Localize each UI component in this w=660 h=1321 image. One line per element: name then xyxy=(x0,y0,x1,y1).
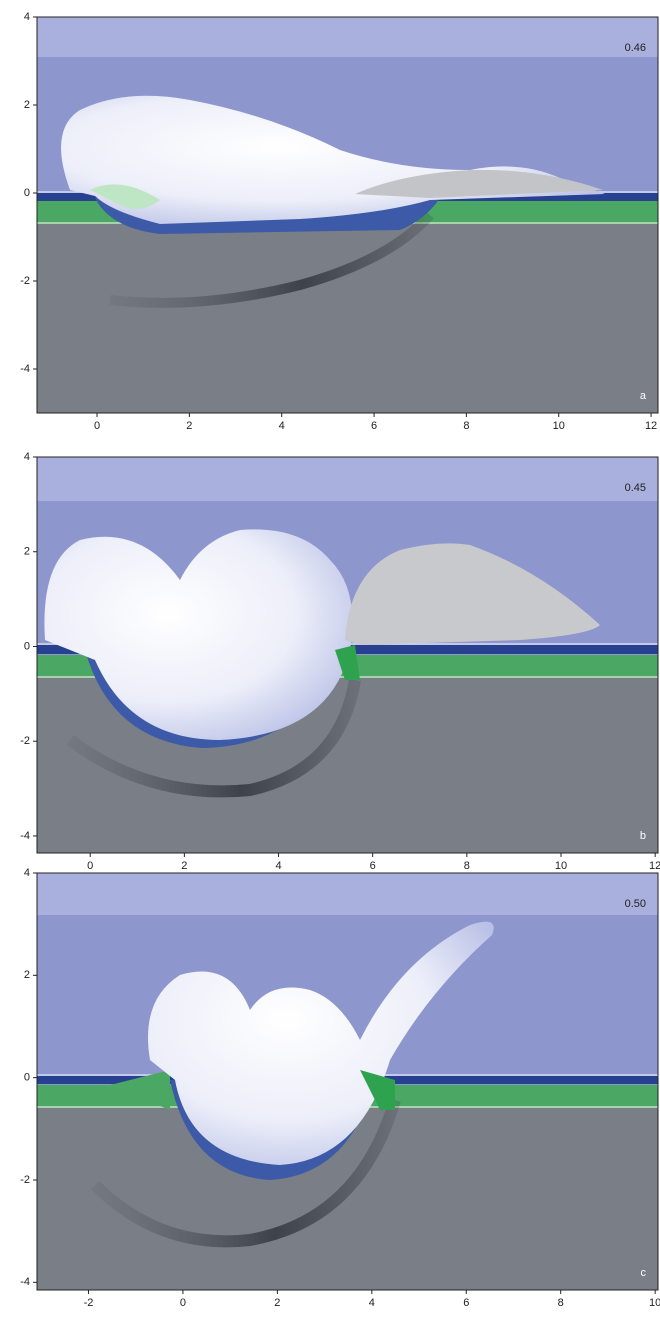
x-tick-label: 12 xyxy=(649,860,660,872)
y-tick-label: 2 xyxy=(24,99,30,111)
x-tick-label: 6 xyxy=(463,1297,469,1309)
x-tick-label: 8 xyxy=(464,860,470,872)
scene-b xyxy=(37,457,658,853)
x-tick-label: -2 xyxy=(84,1297,94,1309)
time-label: 0.46 xyxy=(625,42,646,54)
x-tick-label: 4 xyxy=(369,1297,375,1309)
panel-label: b xyxy=(640,830,646,842)
x-tick-label: 0 xyxy=(87,860,93,872)
y-tick-label: -2 xyxy=(20,735,30,747)
y-tick-label: 4 xyxy=(24,451,30,463)
x-tick-label: 0 xyxy=(94,420,100,432)
x-tick-label: 6 xyxy=(371,420,377,432)
x-tick-label: 6 xyxy=(370,860,376,872)
panel-label: a xyxy=(640,390,647,402)
y-tick-label: 2 xyxy=(24,546,30,558)
y-tick-label: -4 xyxy=(20,1276,30,1288)
x-tick-label: 8 xyxy=(463,420,469,432)
x-tick-label: 4 xyxy=(279,420,285,432)
x-tick-label: 10 xyxy=(553,420,565,432)
y-tick-label: 2 xyxy=(24,969,30,981)
x-tick-label: 10 xyxy=(649,1297,660,1309)
time-label: 0.45 xyxy=(625,482,646,494)
y-tick-label: -4 xyxy=(20,830,30,842)
x-tick-label: 4 xyxy=(275,860,281,872)
y-tick-label: -2 xyxy=(20,275,30,287)
y-tick-label: 4 xyxy=(24,867,30,879)
x-tick-label: 10 xyxy=(555,860,567,872)
y-tick-label: 0 xyxy=(24,187,30,199)
y-tick-label: 0 xyxy=(24,640,30,652)
x-tick-label: 0 xyxy=(180,1297,186,1309)
time-label: 0.50 xyxy=(625,898,646,910)
panel-label: c xyxy=(641,1267,647,1279)
scene-a xyxy=(37,17,658,413)
y-tick-label: 4 xyxy=(24,11,30,23)
x-tick-label: 2 xyxy=(181,860,187,872)
x-tick-label: 2 xyxy=(186,420,192,432)
y-tick-label: 0 xyxy=(24,1072,30,1084)
x-tick-label: 12 xyxy=(645,420,657,432)
figure: 0 2 4 6 8 10 12 -4 -2 0 2 4 0.46 a 0 2 4 6 8 10 12 -4 -2 0 2 4 0.4… xyxy=(0,0,660,1321)
y-tick-label: -2 xyxy=(20,1174,30,1186)
y-tick-label: -4 xyxy=(20,363,30,375)
x-tick-label: 8 xyxy=(558,1297,564,1309)
x-tick-label: 2 xyxy=(274,1297,280,1309)
scene-c xyxy=(37,873,658,1290)
